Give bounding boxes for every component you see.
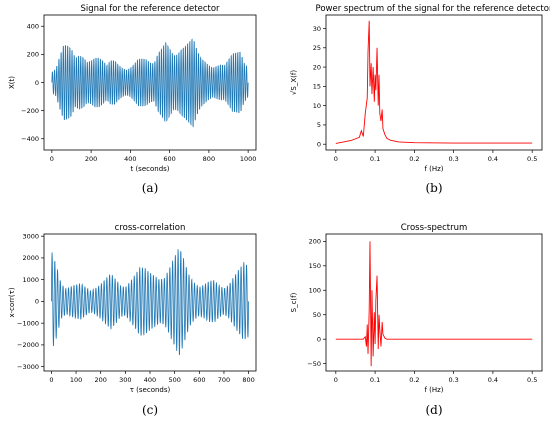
y-tick-label-a: −400 [21,135,39,143]
panel-label-a: (a) [142,181,159,195]
x-tick-label-a: 1000 [240,155,257,163]
x-tick-label-c: 200 [94,376,106,384]
chart-a: 0 200 400 600 800 1000 −400 −200 0 200 400 Signal f… [8,4,256,195]
y-tick-label-d: 100 [309,287,321,295]
x-tick-label-c: 0 [49,376,53,384]
series-line-a [51,38,249,128]
x-tick-label-a: 600 [163,155,175,163]
x-tick-label-c: 400 [144,376,156,384]
chart-c: 0 100 200 300 400 500 600 700 800 −3000 −2000 −1000… [8,223,257,417]
panel-label-d: (d) [425,403,442,417]
chart-title-d: Cross-spectrum [401,223,468,233]
panel-label-b: (b) [425,181,442,195]
y-tick-label-d: 0 [317,335,321,343]
y-tick-label-c: −3000 [17,363,39,371]
x-tick-label-c: 800 [242,376,254,384]
y-tick-label-c: −2000 [17,341,39,349]
x-tick-label-a: 400 [124,155,136,163]
x-tick-label-d: 0.2 [409,376,419,384]
x-tick-label-d: 0 [334,376,338,384]
y-tick-label-b: 10 [313,102,321,110]
y-axis-label-b: √S_X(f) [290,70,298,95]
x-tick-label-b: 0.5 [527,155,537,163]
y-tick-label-c: 0 [35,298,39,306]
y-tick-label-a: 200 [27,51,39,59]
y-tick-label-a: 0 [35,79,39,87]
y-axis-label-c: x-corr(τ) [8,287,16,317]
y-tick-label-b: 25 [313,44,321,52]
y-tick-label-b: 15 [313,83,321,91]
series-line-b [335,20,533,144]
y-tick-label-c: 1000 [22,276,39,284]
x-tick-label-a: 200 [85,155,97,163]
x-axis-label-c: τ (seconds) [130,386,171,394]
x-tick-label-d: 0.1 [370,376,380,384]
y-tick-label-d: 50 [313,311,321,319]
chart-title-c: cross-correlation [115,223,186,233]
x-tick-label-b: 0 [334,155,338,163]
y-tick-label-a: −200 [21,107,39,115]
x-tick-label-c: 700 [218,376,230,384]
chart-d: 0 0.1 0.2 0.3 0.4 0.5 −50 0 50 100 150 200 Cross-spe… [290,223,543,417]
x-axis-label-b: f (Hz) [424,165,443,173]
y-tick-label-b: 0 [317,141,321,149]
x-tick-label-c: 600 [193,376,205,384]
x-tick-label-c: 500 [168,376,180,384]
chart-title-b: Power spectrum of the signal for the ref… [316,4,550,14]
y-tick-label-d: 200 [309,238,321,246]
series-line-d [335,241,533,367]
chart-b: 0 0.1 0.2 0.3 0.4 0.5 0 5 10 15 20 25 30 Power spectr… [290,4,550,195]
y-axis-label-a: X(t) [8,76,16,89]
y-tick-label-a: 400 [27,23,39,31]
x-axis-label-a: t (seconds) [130,165,169,173]
y-tick-label-b: 30 [313,25,321,33]
x-tick-label-a: 800 [203,155,215,163]
x-axis-label-d: f (Hz) [424,386,443,394]
x-tick-label-d: 0.3 [448,376,458,384]
x-tick-label-c: 300 [119,376,131,384]
x-tick-label-b: 0.3 [448,155,458,163]
y-tick-label-d: 150 [309,262,321,270]
plot-frame-b [325,14,543,151]
y-tick-label-b: 5 [317,121,321,129]
x-tick-label-b: 0.4 [488,155,498,163]
x-tick-label-b: 0.1 [370,155,380,163]
x-tick-label-d: 0.5 [527,376,537,384]
y-axis-label-d: S_c(f) [290,292,298,312]
panel-label-c: (c) [142,403,158,417]
chart-title-a: Signal for the reference detector [80,4,220,14]
x-tick-label-b: 0.2 [409,155,419,163]
y-tick-label-c: 3000 [22,232,39,240]
y-tick-label-c: −1000 [17,319,39,327]
y-tick-label-c: 2000 [22,254,39,262]
y-tick-label-b: 20 [313,63,321,71]
x-tick-label-c: 100 [70,376,82,384]
x-tick-label-a: 0 [50,155,54,163]
series-line-c [51,249,249,356]
y-tick-label-d: −50 [307,360,321,368]
plot-frame-d [325,233,543,372]
x-tick-label-d: 0.4 [488,376,498,384]
